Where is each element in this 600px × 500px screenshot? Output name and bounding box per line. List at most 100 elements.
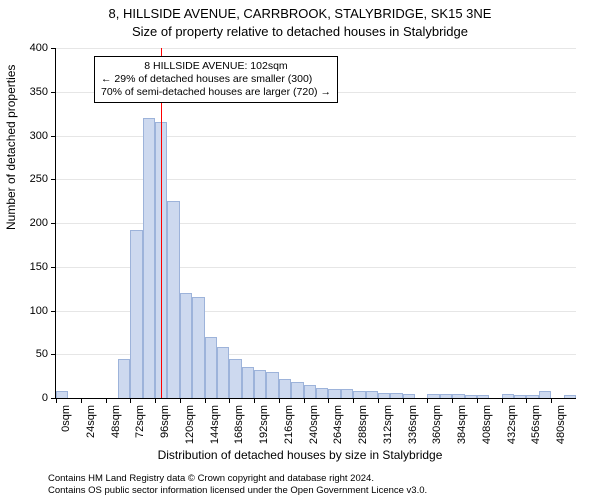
annotation-line-1: 8 HILLSIDE AVENUE: 102sqm: [101, 60, 331, 73]
y-tick: [51, 48, 56, 49]
x-axis-label: Distribution of detached houses by size …: [0, 448, 600, 462]
y-tick-label: 0: [42, 392, 48, 404]
x-tick-label: 360sqm: [431, 405, 443, 444]
chart-title-address: 8, HILLSIDE AVENUE, CARRBROOK, STALYBRID…: [0, 6, 600, 21]
y-tick: [51, 223, 56, 224]
histogram-bar: [403, 394, 415, 398]
y-tick: [51, 311, 56, 312]
x-tick-label: 72sqm: [134, 405, 146, 438]
x-tick-label: 264sqm: [332, 405, 344, 444]
histogram-bar: [378, 393, 390, 398]
x-tick: [304, 398, 305, 403]
x-tick: [130, 398, 131, 403]
y-tick-label: 200: [30, 217, 48, 229]
gridline: [56, 223, 576, 224]
histogram-bar: [279, 379, 291, 398]
histogram-bar: [304, 385, 316, 398]
histogram-bar: [526, 395, 538, 399]
histogram-bar: [465, 395, 477, 399]
x-tick-label: 96sqm: [159, 405, 171, 438]
histogram-bar: [242, 367, 254, 398]
annotation-line-3: 70% of semi-detached houses are larger (…: [101, 86, 331, 99]
gridline: [56, 48, 576, 49]
histogram-bar: [539, 391, 551, 398]
x-tick: [81, 398, 82, 403]
property-annotation-box: 8 HILLSIDE AVENUE: 102sqm ← 29% of detac…: [94, 56, 338, 103]
x-tick: [452, 398, 453, 403]
x-tick: [56, 398, 57, 403]
x-tick: [106, 398, 107, 403]
histogram-bar: [143, 118, 155, 398]
gridline: [56, 179, 576, 180]
x-tick-label: 480sqm: [555, 405, 567, 444]
x-tick-label: 48sqm: [110, 405, 122, 438]
x-tick-label: 168sqm: [233, 405, 245, 444]
x-tick: [502, 398, 503, 403]
footer-line-1: Contains HM Land Registry data © Crown c…: [48, 473, 590, 484]
x-tick-label: 384sqm: [456, 405, 468, 444]
x-tick: [180, 398, 181, 403]
x-tick: [229, 398, 230, 403]
histogram-bar: [192, 297, 204, 398]
x-tick-label: 144sqm: [209, 405, 221, 444]
x-tick: [403, 398, 404, 403]
x-tick-label: 456sqm: [530, 405, 542, 444]
histogram-plot: 0501001502002503003504000sqm24sqm48sqm72…: [55, 48, 576, 399]
histogram-bar: [502, 394, 514, 398]
histogram-bar: [366, 391, 378, 398]
y-tick: [51, 267, 56, 268]
y-axis-label: Number of detached properties: [4, 65, 18, 230]
histogram-bar: [390, 393, 402, 398]
y-tick: [51, 136, 56, 137]
histogram-bar: [254, 370, 266, 398]
y-tick: [51, 92, 56, 93]
gridline: [56, 136, 576, 137]
y-tick: [51, 354, 56, 355]
x-tick: [526, 398, 527, 403]
x-tick-label: 120sqm: [184, 405, 196, 444]
y-tick-label: 100: [30, 305, 48, 317]
histogram-bar: [291, 382, 303, 398]
x-tick: [205, 398, 206, 403]
x-tick: [353, 398, 354, 403]
x-tick: [155, 398, 156, 403]
x-tick-label: 432sqm: [506, 405, 518, 444]
histogram-bar: [180, 293, 192, 398]
x-tick-label: 192sqm: [258, 405, 270, 444]
x-tick: [279, 398, 280, 403]
histogram-bar: [118, 359, 130, 398]
histogram-bar: [427, 394, 439, 398]
copyright-footer: Contains HM Land Registry data © Crown c…: [48, 473, 590, 496]
y-tick-label: 350: [30, 86, 48, 98]
x-tick-label: 408sqm: [481, 405, 493, 444]
histogram-bar: [229, 359, 241, 398]
histogram-bar: [130, 230, 142, 398]
histogram-bar: [328, 389, 340, 398]
histogram-bar: [266, 372, 278, 398]
x-tick-label: 312sqm: [382, 405, 394, 444]
histogram-bar: [341, 389, 353, 398]
histogram-bar: [477, 395, 489, 399]
x-tick-label: 24sqm: [85, 405, 97, 438]
footer-line-2: Contains OS public sector information li…: [48, 485, 590, 496]
chart-title-subtitle: Size of property relative to detached ho…: [0, 24, 600, 39]
histogram-bar: [56, 391, 68, 398]
histogram-bar: [440, 394, 452, 398]
histogram-bar: [514, 395, 526, 399]
x-tick-label: 216sqm: [283, 405, 295, 444]
x-tick: [328, 398, 329, 403]
histogram-bar: [167, 201, 179, 398]
y-tick-label: 300: [30, 130, 48, 142]
y-tick-label: 50: [36, 348, 48, 360]
x-tick: [378, 398, 379, 403]
x-tick-label: 288sqm: [357, 405, 369, 444]
histogram-bar: [452, 394, 464, 398]
x-tick: [254, 398, 255, 403]
histogram-bar: [564, 395, 576, 399]
histogram-bar: [316, 388, 328, 399]
x-tick: [551, 398, 552, 403]
histogram-bar: [217, 347, 229, 398]
x-tick-label: 0sqm: [60, 405, 72, 432]
annotation-line-2: ← 29% of detached houses are smaller (30…: [101, 73, 331, 86]
y-tick-label: 150: [30, 261, 48, 273]
